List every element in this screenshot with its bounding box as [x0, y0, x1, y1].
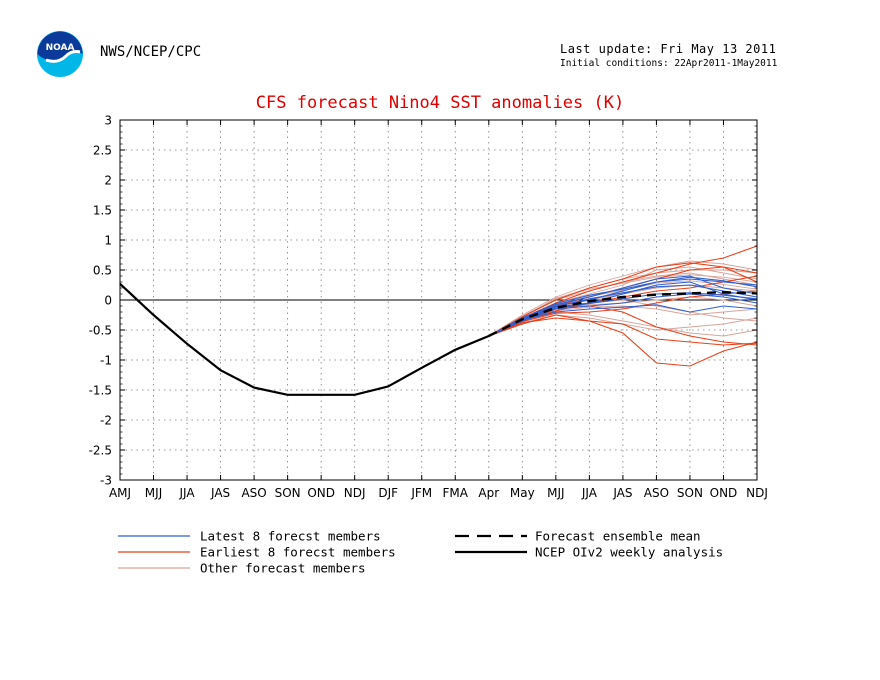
- chart-title: CFS forecast Nino4 SST anomalies (K): [256, 93, 624, 113]
- x-tick-label: NDJ: [746, 486, 768, 500]
- initial-conditions-label: Initial conditions: 22Apr2011-1May2011: [560, 58, 778, 69]
- legend-label-earliest: Earliest 8 forecst members: [200, 545, 396, 560]
- main-lines: [119, 282, 758, 396]
- y-tick-label: 2.5: [93, 144, 112, 158]
- x-tick-label: ASO: [644, 486, 669, 500]
- x-tick-label: SON: [275, 486, 301, 500]
- x-tick-label: JAS: [210, 486, 230, 500]
- x-tick-label: DJF: [378, 486, 398, 500]
- last-update-label: Last update: Fri May 13 2011: [560, 42, 777, 56]
- x-tick-label: SON: [677, 486, 703, 500]
- y-tick-label: 0: [104, 294, 112, 308]
- member-line-earliest: [488, 262, 758, 337]
- y-tick-label: -2: [100, 414, 112, 428]
- legend-label-mean: Forecast ensemble mean: [535, 529, 701, 544]
- noaa-logo: NOAA: [37, 31, 83, 77]
- member-line-latest: [488, 304, 758, 337]
- x-tick-label: NDJ: [344, 486, 366, 500]
- y-tick-label: -3: [100, 474, 112, 488]
- x-tick-label: ASO: [241, 486, 266, 500]
- x-tick-label: MJJ: [547, 486, 564, 500]
- legend-label-other: Other forecast members: [200, 561, 366, 576]
- forecast-members: [488, 245, 758, 367]
- y-tick-label: 1.5: [93, 204, 112, 218]
- y-tick-label: -1.5: [89, 384, 112, 398]
- y-tick-label: -1: [100, 354, 112, 368]
- member-line-other: [488, 260, 758, 337]
- x-tick-label: OND: [710, 486, 738, 500]
- x-tick-label: Apr: [478, 486, 499, 500]
- member-line-latest: [488, 276, 758, 337]
- x-tick-label: JJA: [179, 486, 196, 500]
- x-tick-label: JFM: [410, 486, 432, 500]
- analysis-line: [119, 282, 490, 396]
- y-tick-label: 3: [104, 114, 112, 128]
- y-tick-label: 2: [104, 174, 112, 188]
- legend-label-analysis: NCEP OIv2 weekly analysis: [535, 545, 723, 560]
- noaa-logo-text: NOAA: [46, 43, 75, 53]
- grid: [120, 120, 757, 480]
- y-tick-label: 0.5: [93, 264, 112, 278]
- y-tick-label: -0.5: [89, 324, 112, 338]
- x-tick-label: FMA: [443, 486, 469, 500]
- y-tick-label: -2.5: [89, 444, 112, 458]
- agency-label: NWS/NCEP/CPC: [100, 44, 202, 60]
- member-line-latest: [488, 284, 758, 337]
- x-tick-label: MJJ: [145, 486, 162, 500]
- ensemble-mean-line: [488, 290, 758, 338]
- legend-label-latest: Latest 8 forecst members: [200, 529, 381, 544]
- x-tick-label: JJA: [581, 486, 598, 500]
- x-tick-label: OND: [307, 486, 335, 500]
- y-tick-label: 1: [104, 234, 112, 248]
- member-line-latest: [488, 293, 758, 337]
- x-tick-label: May: [510, 486, 535, 500]
- member-line-earliest: [488, 290, 758, 337]
- x-tick-label: AMJ: [109, 486, 131, 500]
- member-line-earliest: [488, 317, 758, 346]
- x-tick-label: JAS: [612, 486, 632, 500]
